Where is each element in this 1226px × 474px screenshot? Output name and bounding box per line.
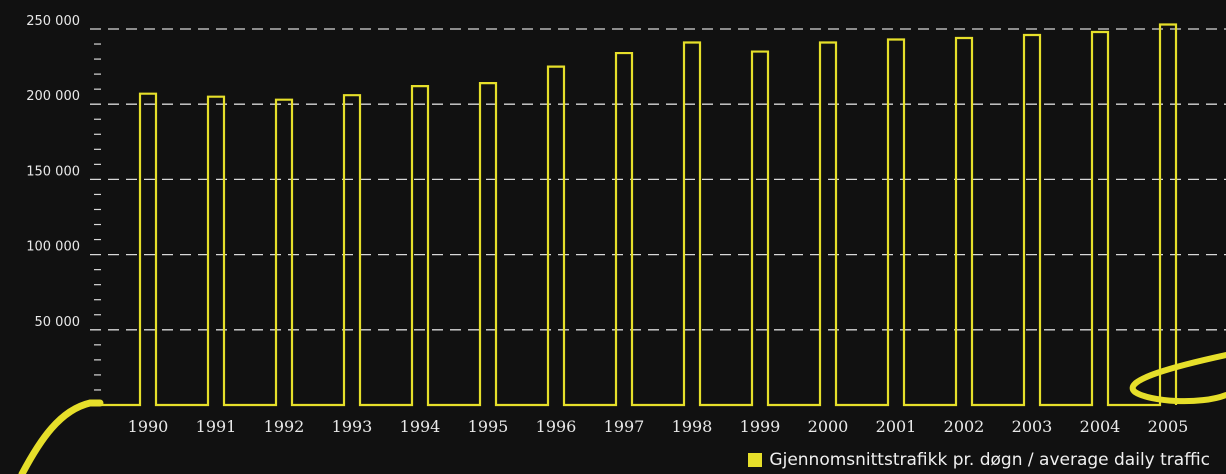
y-tick-label: 250 000 — [26, 14, 80, 29]
y-tick-label: 200 000 — [26, 89, 80, 104]
bar-2005 — [1160, 24, 1176, 405]
bar-1994 — [412, 86, 428, 405]
x-tick-label: 2004 — [1080, 417, 1121, 436]
legend: Gjennomsnittstrafikk pr. døgn / average … — [748, 450, 1210, 470]
x-tick-label: 1991 — [196, 417, 237, 436]
legend-swatch — [748, 453, 763, 467]
bar-2000 — [820, 43, 836, 405]
bar-2004 — [1092, 32, 1108, 405]
x-axis-ticks: 1990 1991 1992 1993 1994 1995 1996 1997 1998 1999… — [128, 417, 1189, 436]
x-tick-label: 2005 — [1148, 417, 1189, 436]
x-tick-label: 1996 — [536, 417, 577, 436]
bar-1990 — [140, 94, 156, 405]
decorative-swoosh — [18, 352, 1226, 474]
x-tick-label: 1998 — [672, 417, 713, 436]
bar-2003 — [1024, 35, 1040, 405]
x-tick-label: 2003 — [1012, 417, 1053, 436]
bar-2001 — [888, 40, 904, 405]
bar-outline — [95, 23, 1178, 407]
x-tick-label: 1997 — [604, 417, 645, 436]
x-tick-label: 1992 — [264, 417, 305, 436]
bar-1999 — [752, 52, 768, 405]
bar-2002 — [956, 38, 972, 405]
y-tick-label: 150 000 — [26, 164, 80, 179]
x-tick-label: 2000 — [808, 417, 849, 436]
bar-1997 — [616, 53, 632, 405]
x-tick-label: 2001 — [876, 417, 917, 436]
bars — [95, 23, 1178, 407]
x-tick-label: 1994 — [400, 417, 441, 436]
legend-label: Gjennomsnittstrafikk pr. døgn / average … — [769, 450, 1210, 470]
bar-1993 — [344, 95, 360, 405]
bar-1991 — [208, 97, 224, 405]
y-tick-label: 100 000 — [26, 240, 80, 255]
x-tick-label: 1995 — [468, 417, 509, 436]
bar-1992 — [276, 100, 292, 405]
x-tick-label: 1999 — [740, 417, 781, 436]
swoosh-right — [1129, 352, 1226, 405]
grid-lines — [90, 28, 1226, 331]
y-tick-label: 50 000 — [35, 315, 81, 330]
bar-1995 — [480, 83, 496, 405]
x-tick-label: 1993 — [332, 417, 373, 436]
bar-1996 — [548, 67, 564, 405]
minor-ticks — [94, 43, 101, 391]
x-tick-label: 1990 — [128, 417, 169, 436]
swoosh-left — [18, 399, 104, 474]
x-tick-label: 2002 — [944, 417, 985, 436]
bar-1998 — [684, 43, 700, 405]
y-axis-ticks: 250 000 200 000 150 000 100 000 50 000 — [26, 14, 80, 330]
